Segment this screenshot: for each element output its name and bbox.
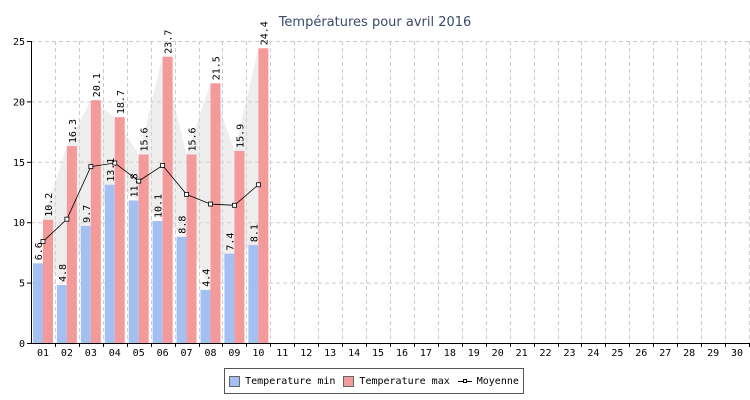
bar-max (114, 117, 125, 343)
data-label-min: 10.1 (154, 194, 165, 218)
mean-point (255, 182, 261, 188)
x-tick-label: 24 (587, 348, 599, 359)
y-tick-label: 25 (13, 37, 25, 48)
y-tick-label: 10 (13, 218, 25, 229)
y-tick-label: 0 (19, 339, 25, 350)
x-tick-label: 01 (37, 348, 49, 359)
data-label-min: 4.8 (58, 264, 69, 282)
data-label-max: 24.4 (259, 21, 270, 45)
x-tick-label: 21 (516, 348, 528, 359)
bar-max (186, 154, 197, 343)
bar-min (176, 236, 187, 343)
bar-max (234, 150, 245, 343)
bar-max (210, 83, 221, 343)
bar-min (152, 220, 163, 343)
mean-point (232, 202, 237, 208)
x-tick-label: 05 (133, 348, 145, 359)
bar-min (32, 263, 43, 343)
data-label-min: 7.4 (225, 233, 236, 251)
mean-point (160, 163, 166, 168)
data-label-max: 16.3 (68, 119, 79, 143)
legend-swatch-min (229, 375, 241, 387)
data-label-max: 15.6 (140, 127, 151, 151)
bar-min (56, 285, 67, 343)
mean-point (40, 239, 46, 244)
x-tick-label: 03 (85, 348, 97, 359)
bar-min (248, 245, 259, 343)
legend-label-max: Temperature max (359, 375, 450, 387)
data-label-min: 8.1 (249, 224, 260, 242)
bar-max (162, 56, 173, 343)
y-tick-label: 15 (13, 158, 25, 169)
x-tick-label: 13 (324, 348, 336, 359)
mean-point (208, 201, 213, 207)
bar-min (104, 184, 115, 343)
x-tick-label: 16 (396, 348, 408, 359)
x-tick-label: 09 (228, 348, 240, 359)
x-tick-label: 04 (109, 348, 121, 359)
x-tick-label: 22 (540, 348, 552, 359)
data-label-min: 6.6 (34, 242, 45, 260)
chart-legend: Temperature min Temperature max Moyenne (224, 368, 524, 394)
x-tick-label: 12 (300, 348, 312, 359)
x-tick-label: 17 (420, 348, 432, 359)
legend-swatch-mean (457, 376, 472, 387)
x-tick-label: 08 (204, 348, 216, 359)
x-tick-label: 25 (611, 348, 623, 359)
bar-min (200, 289, 211, 343)
legend-item-mean: Moyenne (457, 375, 519, 387)
data-label-min: 11.8 (130, 173, 141, 197)
data-label-max: 23.7 (164, 30, 175, 54)
mean-line (42, 162, 259, 242)
mean-point (88, 164, 94, 170)
legend-label-min: Temperature min (245, 375, 336, 387)
y-tick-label: 20 (13, 97, 25, 108)
x-tick-label: 07 (181, 348, 193, 359)
bar-max (42, 219, 53, 343)
data-label-max: 18.7 (116, 90, 127, 114)
x-tick-label: 20 (492, 348, 504, 359)
x-tick-label: 19 (468, 348, 480, 359)
mean-point (184, 192, 189, 197)
x-tick-label: 23 (563, 348, 575, 359)
legend-label-mean: Moyenne (476, 375, 519, 387)
x-tick-label: 11 (276, 348, 288, 359)
data-label-max: 21.5 (212, 56, 223, 80)
bar-max (66, 146, 77, 343)
x-tick-label: 10 (252, 348, 264, 359)
chart-title: Températures pour avril 2016 (278, 15, 472, 30)
bar-min (224, 253, 235, 343)
mean-point (136, 178, 142, 184)
data-label-min: 4.4 (202, 269, 213, 287)
x-tick-label: 02 (61, 348, 73, 359)
data-label-min: 13.1 (106, 158, 117, 182)
x-tick-label: 18 (444, 348, 456, 359)
x-tick-label: 27 (659, 348, 671, 359)
mean-point (112, 160, 118, 166)
x-tick-label: 26 (635, 348, 647, 359)
data-label-min: 9.7 (82, 205, 93, 223)
y-tick-label: 5 (19, 279, 25, 290)
bar-min (128, 200, 139, 343)
legend-item-max: Temperature max (343, 375, 450, 387)
x-tick-label: 30 (731, 348, 743, 359)
data-label-max: 15.9 (235, 124, 246, 148)
x-tick-label: 29 (707, 348, 719, 359)
x-tick-label: 28 (683, 348, 695, 359)
legend-item-min: Temperature min (229, 375, 336, 387)
bar-max (258, 48, 269, 344)
x-tick-label: 14 (348, 348, 360, 359)
data-label-max: 10.2 (44, 193, 55, 217)
bar-max (90, 100, 101, 343)
data-label-min: 8.8 (178, 216, 189, 234)
legend-swatch-max (343, 375, 355, 387)
bar-max (138, 154, 149, 343)
bar-min (80, 225, 91, 343)
x-tick-label: 15 (372, 348, 384, 359)
mean-point (64, 216, 70, 222)
data-label-max: 20.1 (92, 73, 103, 97)
data-label-max: 15.6 (188, 127, 199, 151)
x-tick-label: 06 (157, 348, 169, 359)
